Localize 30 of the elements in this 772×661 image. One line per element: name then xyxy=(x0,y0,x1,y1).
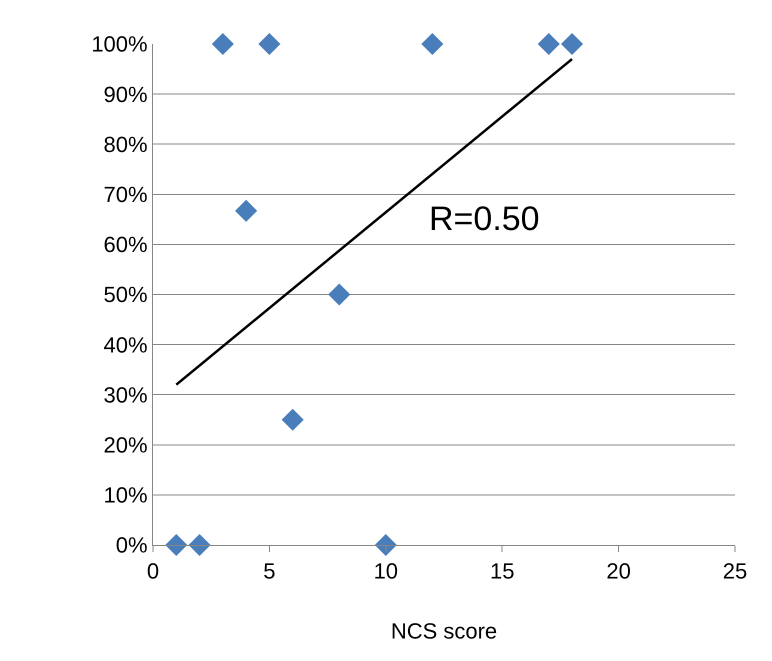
y-tick-label: 100% xyxy=(91,32,148,57)
x-tick-label: 0 xyxy=(146,558,160,584)
point xyxy=(421,32,444,56)
y-tick-label: 40% xyxy=(104,332,148,358)
y-tick-label: 0% xyxy=(116,532,148,558)
y-tick-label: 90% xyxy=(104,82,148,107)
point xyxy=(374,534,397,556)
x-tick-label: 25 xyxy=(722,558,748,584)
point xyxy=(188,534,211,556)
x-axis-title: NCS score xyxy=(390,618,498,644)
y-tick-label: 10% xyxy=(104,482,148,508)
point xyxy=(235,200,258,222)
x-tick-label: 10 xyxy=(374,558,398,584)
point xyxy=(328,283,350,306)
point xyxy=(560,32,584,56)
y-tick-label: 60% xyxy=(104,232,148,258)
point xyxy=(282,408,304,431)
x-tick-label: 15 xyxy=(490,558,514,584)
point xyxy=(165,534,188,556)
y-tick-label: 20% xyxy=(104,432,148,458)
y-tick-label: 50% xyxy=(104,282,148,308)
x-tick-label: 5 xyxy=(263,558,276,584)
point xyxy=(538,32,560,56)
x-tick-label: 20 xyxy=(606,558,631,584)
point xyxy=(212,32,234,56)
y-tick-label: 70% xyxy=(104,182,148,207)
annotation: R=0.50 xyxy=(429,200,540,238)
point xyxy=(258,32,280,56)
y-tick-label: 30% xyxy=(104,382,148,408)
y-tick-label: 80% xyxy=(104,132,148,157)
